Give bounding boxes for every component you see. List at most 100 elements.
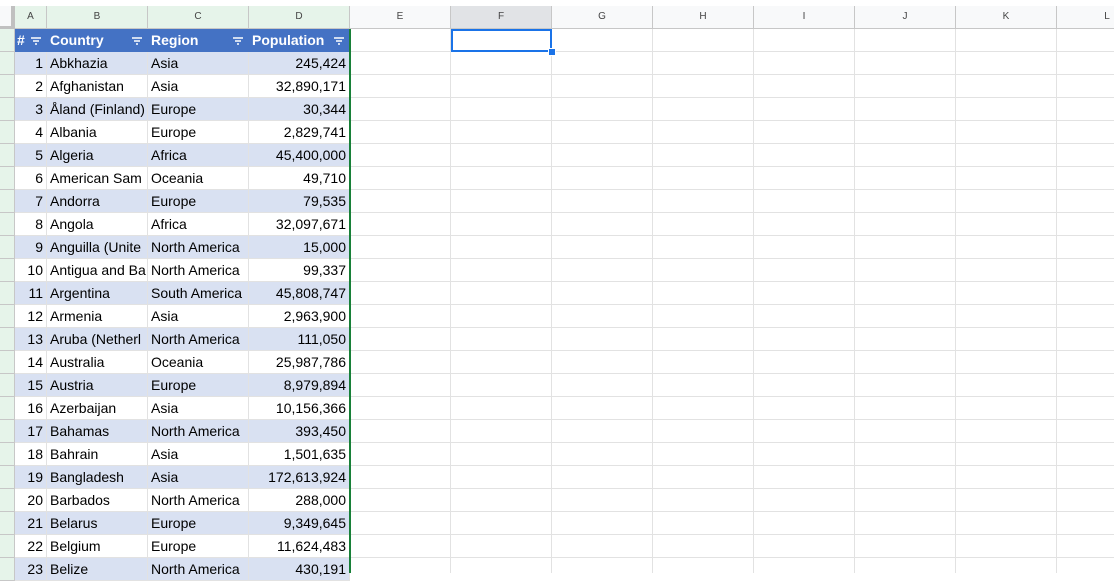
row-header-3[interactable] — [0, 75, 15, 98]
row-header-7[interactable] — [0, 167, 15, 190]
column-header-l[interactable]: L — [1057, 6, 1114, 29]
region-cell[interactable]: Asia — [148, 466, 249, 489]
region-cell[interactable]: Asia — [148, 305, 249, 328]
region-cell[interactable]: North America — [148, 558, 249, 581]
region-cell[interactable]: Europe — [148, 190, 249, 213]
row-header-18[interactable] — [0, 420, 15, 443]
filter-icon[interactable] — [131, 36, 143, 46]
region-cell[interactable]: Europe — [148, 121, 249, 144]
column-header-h[interactable]: H — [653, 6, 754, 29]
row-header-22[interactable] — [0, 512, 15, 535]
column-header-e[interactable]: E — [350, 6, 451, 29]
index-cell[interactable]: 1 — [15, 52, 47, 75]
country-cell[interactable]: Belize — [47, 558, 148, 581]
row-header-13[interactable] — [0, 305, 15, 328]
row-header-10[interactable] — [0, 236, 15, 259]
region-cell[interactable]: North America — [148, 489, 249, 512]
empty-grid[interactable] — [350, 29, 1114, 573]
row-header-4[interactable] — [0, 98, 15, 121]
population-cell[interactable]: 288,000 — [249, 489, 350, 512]
population-cell[interactable]: 15,000 — [249, 236, 350, 259]
region-cell[interactable]: Asia — [148, 52, 249, 75]
index-cell[interactable]: 13 — [15, 328, 47, 351]
region-cell[interactable]: North America — [148, 236, 249, 259]
row-header-21[interactable] — [0, 489, 15, 512]
country-cell[interactable]: Algeria — [47, 144, 148, 167]
population-cell[interactable]: 245,424 — [249, 52, 350, 75]
index-cell[interactable]: 15 — [15, 374, 47, 397]
column-header-a[interactable]: A — [15, 6, 47, 29]
region-cell[interactable]: Africa — [148, 213, 249, 236]
country-cell[interactable]: Angola — [47, 213, 148, 236]
filter-icon[interactable] — [232, 36, 244, 46]
header-cell-0[interactable]: # — [15, 29, 47, 52]
population-cell[interactable]: 430,191 — [249, 558, 350, 581]
population-cell[interactable]: 11,624,483 — [249, 535, 350, 558]
index-cell[interactable]: 22 — [15, 535, 47, 558]
row-header-8[interactable] — [0, 190, 15, 213]
region-cell[interactable]: Europe — [148, 98, 249, 121]
index-cell[interactable]: 14 — [15, 351, 47, 374]
row-header-17[interactable] — [0, 397, 15, 420]
population-cell[interactable]: 45,808,747 — [249, 282, 350, 305]
region-cell[interactable]: Asia — [148, 75, 249, 98]
index-cell[interactable]: 4 — [15, 121, 47, 144]
index-cell[interactable]: 19 — [15, 466, 47, 489]
country-cell[interactable]: Aruba (Netherl — [47, 328, 148, 351]
population-cell[interactable]: 99,337 — [249, 259, 350, 282]
country-cell[interactable]: Anguilla (Unite — [47, 236, 148, 259]
population-cell[interactable]: 111,050 — [249, 328, 350, 351]
country-cell[interactable]: Belgium — [47, 535, 148, 558]
fill-handle[interactable] — [548, 48, 556, 56]
country-cell[interactable]: Antigua and Ba — [47, 259, 148, 282]
country-cell[interactable]: Bahrain — [47, 443, 148, 466]
column-header-i[interactable]: I — [754, 6, 855, 29]
population-cell[interactable]: 49,710 — [249, 167, 350, 190]
index-cell[interactable]: 6 — [15, 167, 47, 190]
selected-cell[interactable] — [451, 29, 552, 52]
country-cell[interactable]: Belarus — [47, 512, 148, 535]
row-header-15[interactable] — [0, 351, 15, 374]
population-cell[interactable]: 25,987,786 — [249, 351, 350, 374]
index-cell[interactable]: 8 — [15, 213, 47, 236]
country-cell[interactable]: Austria — [47, 374, 148, 397]
column-header-d[interactable]: D — [249, 6, 350, 29]
column-header-g[interactable]: G — [552, 6, 653, 29]
region-cell[interactable]: North America — [148, 328, 249, 351]
index-cell[interactable]: 10 — [15, 259, 47, 282]
country-cell[interactable]: Åland (Finland) — [47, 98, 148, 121]
country-cell[interactable]: Albania — [47, 121, 148, 144]
filter-icon[interactable] — [30, 36, 42, 46]
header-cell-3[interactable]: Population — [249, 29, 350, 52]
index-cell[interactable]: 17 — [15, 420, 47, 443]
country-cell[interactable]: Andorra — [47, 190, 148, 213]
population-cell[interactable]: 32,097,671 — [249, 213, 350, 236]
region-cell[interactable]: Asia — [148, 443, 249, 466]
row-header-6[interactable] — [0, 144, 15, 167]
index-cell[interactable]: 2 — [15, 75, 47, 98]
index-cell[interactable]: 23 — [15, 558, 47, 581]
row-header-1[interactable] — [0, 29, 15, 52]
country-cell[interactable]: Afghanistan — [47, 75, 148, 98]
population-cell[interactable]: 2,963,900 — [249, 305, 350, 328]
country-cell[interactable]: Bangladesh — [47, 466, 148, 489]
population-cell[interactable]: 2,829,741 — [249, 121, 350, 144]
index-cell[interactable]: 20 — [15, 489, 47, 512]
column-header-b[interactable]: B — [47, 6, 148, 29]
population-cell[interactable]: 10,156,366 — [249, 397, 350, 420]
row-header-23[interactable] — [0, 535, 15, 558]
column-header-f[interactable]: F — [451, 6, 552, 29]
row-header-16[interactable] — [0, 374, 15, 397]
index-cell[interactable]: 18 — [15, 443, 47, 466]
region-cell[interactable]: Oceania — [148, 351, 249, 374]
row-header-12[interactable] — [0, 282, 15, 305]
index-cell[interactable]: 16 — [15, 397, 47, 420]
row-header-20[interactable] — [0, 466, 15, 489]
population-cell[interactable]: 8,979,894 — [249, 374, 350, 397]
select-all-corner[interactable] — [0, 6, 15, 29]
header-cell-1[interactable]: Country — [47, 29, 148, 52]
index-cell[interactable]: 3 — [15, 98, 47, 121]
region-cell[interactable]: Europe — [148, 535, 249, 558]
index-cell[interactable]: 11 — [15, 282, 47, 305]
country-cell[interactable]: Azerbaijan — [47, 397, 148, 420]
